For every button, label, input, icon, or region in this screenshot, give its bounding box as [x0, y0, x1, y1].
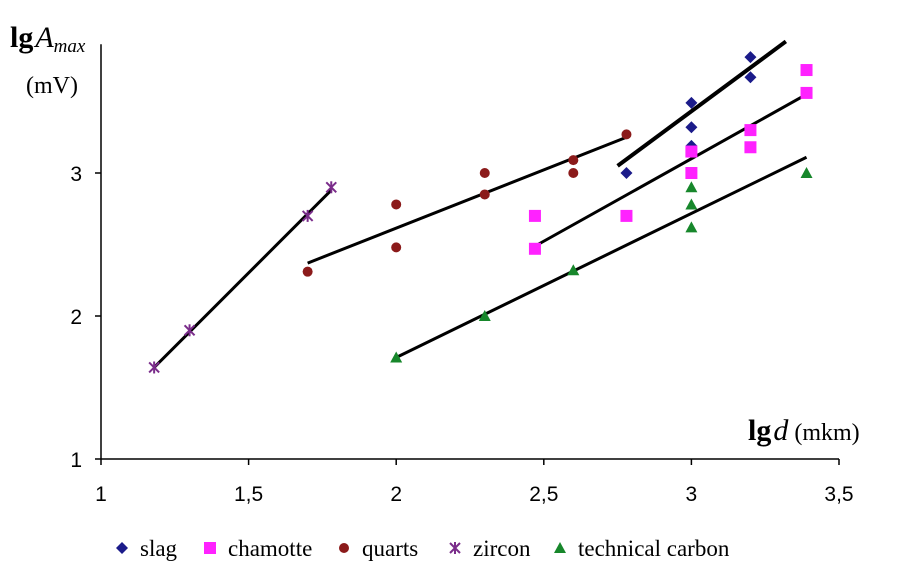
axes: 1 1,5 2 2,5 3 3,5 1 2 3	[70, 44, 854, 506]
point-chamotte	[800, 64, 813, 77]
point-slag	[744, 51, 757, 64]
point-quarts	[568, 168, 579, 178]
point-quarts	[302, 266, 313, 277]
legend-label-technical-carbon: technical carbon	[578, 536, 730, 561]
legend-marker-technical-carbon	[554, 542, 566, 553]
point-quarts	[479, 189, 490, 200]
point-technical-carbon	[685, 221, 698, 233]
point-chamotte	[744, 124, 757, 137]
y-tick-label: 3	[70, 163, 82, 186]
legend-label-zircon: zircon	[473, 536, 531, 561]
legend-label-quarts: quarts	[362, 536, 418, 561]
point-chamotte	[685, 167, 698, 179]
point-chamotte	[800, 86, 813, 99]
point-zircon	[301, 209, 314, 222]
point-chamotte	[685, 145, 698, 158]
x-axis-label-variable: d	[773, 414, 789, 447]
point-technical-carbon	[685, 198, 698, 210]
trend-line-slag	[616, 39, 788, 168]
point-quarts	[391, 199, 402, 210]
y-axis-label-main: lg	[10, 21, 33, 54]
point-quarts	[568, 155, 579, 166]
y-axis-unit: (mV)	[26, 73, 78, 99]
legend-marker-quarts	[339, 543, 349, 553]
y-axis-label: lgAmax	[10, 21, 86, 57]
x-axis-label-main: lg	[748, 414, 771, 447]
legend-marker-zircon	[449, 542, 461, 554]
legend-label-slag: slag	[140, 536, 178, 561]
y-axis-label-subscript: max	[54, 36, 86, 57]
x-tick-label: 2,5	[529, 483, 558, 506]
point-zircon	[183, 324, 196, 337]
point-quarts	[621, 129, 632, 140]
point-technical-carbon	[567, 264, 580, 276]
x-axis-label-unit: (mkm)	[788, 420, 859, 446]
point-technical-carbon	[685, 181, 698, 193]
point-slag	[744, 71, 757, 84]
legend-label-chamotte: chamotte	[228, 536, 312, 561]
legend: slag chamotte quarts zircon technical carbon	[116, 536, 730, 561]
x-tick-label: 3	[686, 483, 698, 506]
legend-marker-slag	[116, 542, 128, 554]
x-tick-label: 1,5	[234, 483, 263, 506]
y-tick-label: 1	[70, 449, 82, 472]
point-slag	[620, 167, 633, 179]
x-tick-label: 2	[390, 483, 402, 506]
legend-marker-chamotte	[204, 542, 216, 554]
trend-line-zircon	[153, 189, 333, 369]
y-tick-label: 2	[70, 306, 82, 329]
point-quarts	[479, 168, 490, 178]
point-zircon	[325, 181, 337, 194]
point-zircon	[148, 361, 160, 374]
y-axis-label-variable: A	[33, 21, 54, 54]
point-chamotte	[744, 141, 757, 154]
trend-line-chamotte	[537, 93, 808, 246]
x-tick-label: 3,5	[824, 483, 853, 506]
x-axis-label: lgd (mkm)	[748, 414, 860, 447]
point-slag	[685, 96, 698, 109]
data-points	[148, 51, 813, 374]
point-quarts	[391, 242, 402, 253]
point-technical-carbon	[390, 351, 403, 363]
x-tick-label: 1	[95, 483, 107, 506]
point-chamotte	[528, 242, 541, 255]
point-slag	[685, 121, 698, 134]
point-chamotte	[528, 209, 541, 222]
point-chamotte	[620, 209, 633, 222]
point-technical-carbon	[478, 310, 491, 321]
point-technical-carbon	[800, 167, 813, 178]
trend-line-technical-carbon	[395, 155, 808, 359]
trend-line-quarts	[307, 135, 628, 265]
